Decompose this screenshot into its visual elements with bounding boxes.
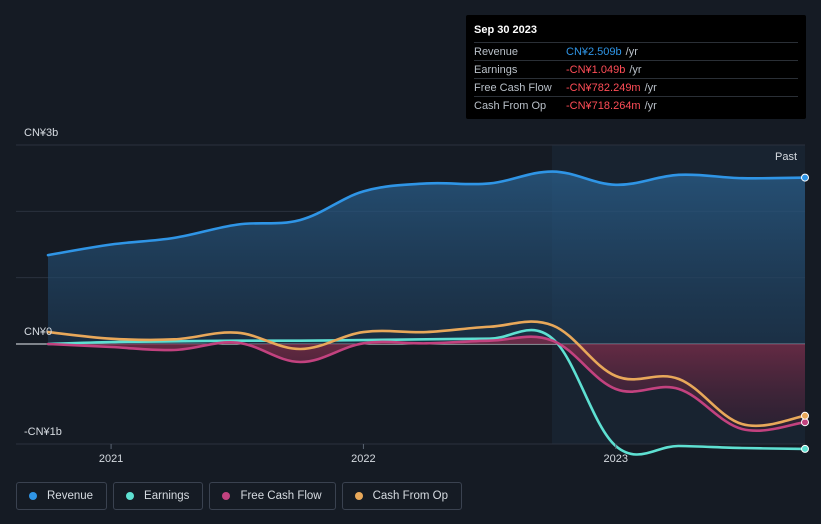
legend-dot-icon	[222, 492, 231, 500]
y-tick-label: CN¥0	[24, 326, 52, 338]
legend-label: Free Cash Flow	[240, 490, 322, 502]
tooltip-row-cash-from-op: Cash From Op -CN¥718.264m /yr	[474, 96, 798, 114]
legend: Revenue Earnings Free Cash Flow Cash Fro…	[16, 482, 463, 510]
free-cash-flow-line	[46, 335, 807, 432]
tooltip-unit: /yr	[644, 99, 657, 112]
revenue-area	[48, 171, 805, 344]
cash-from-op-line	[46, 320, 807, 428]
revenue-end-point	[801, 173, 809, 182]
legend-label: Cash From Op	[372, 490, 449, 502]
tooltip-label: Revenue	[474, 45, 519, 58]
earnings-end-point	[801, 444, 809, 453]
tooltip-row-free-cash-flow: Free Cash Flow -CN¥782.249m /yr	[474, 78, 798, 96]
x-tick-label: 2022	[351, 453, 375, 465]
legend-item-revenue[interactable]: Revenue	[16, 482, 108, 510]
legend-label: Earnings	[144, 490, 190, 502]
tooltip-label: Cash From Op	[474, 99, 547, 112]
tooltip-unit: /yr	[629, 63, 642, 76]
y-tick-label: -CN¥1b	[24, 426, 62, 438]
past-label: Past	[775, 151, 797, 163]
x-tick-label: 2023	[604, 453, 628, 465]
tooltip-row-earnings: Earnings -CN¥1.049b /yr	[474, 60, 798, 78]
tooltip-value: -CN¥718.264m	[566, 99, 641, 112]
legend-dot-icon	[126, 492, 135, 500]
tooltip-unit: /yr	[644, 81, 657, 94]
legend-item-earnings[interactable]: Earnings	[113, 482, 204, 510]
revenue-line	[46, 170, 807, 257]
x-tick-label: 2021	[99, 453, 123, 465]
tooltip-date: Sep 30 2023	[474, 24, 537, 36]
tooltip-value: CN¥2.509b	[566, 45, 622, 58]
tooltip-unit: /yr	[625, 45, 638, 58]
legend-dot-icon	[29, 492, 37, 500]
legend-dot-icon	[354, 492, 363, 500]
tooltip-value: -CN¥1.049b	[566, 63, 626, 76]
tooltip-label: Free Cash Flow	[474, 81, 552, 94]
tooltip-label: Earnings	[474, 63, 518, 76]
legend-item-free-cash-flow[interactable]: Free Cash Flow	[209, 482, 336, 510]
cash-from-op-end-point	[801, 411, 809, 420]
earnings-line	[46, 328, 807, 456]
y-tick-label: CN¥3b	[24, 127, 58, 139]
tooltip-value: -CN¥782.249m	[566, 81, 641, 94]
free-cash-flow-area	[48, 336, 805, 431]
legend-item-cash-from-op[interactable]: Cash From Op	[341, 482, 463, 510]
tooltip-row-revenue: Revenue CN¥2.509b /yr	[474, 42, 798, 60]
tooltip: Sep 30 2023 Revenue CN¥2.509b /yr Earnin…	[466, 15, 806, 119]
legend-label: Revenue	[47, 490, 94, 502]
